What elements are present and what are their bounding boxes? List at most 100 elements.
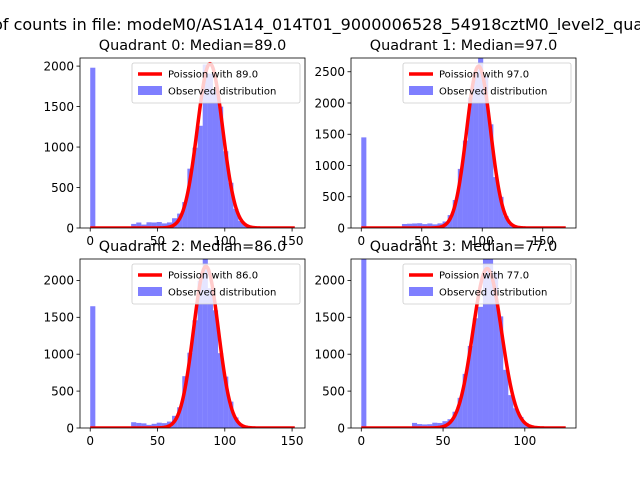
y-tick-label: 2000	[314, 274, 345, 288]
legend-hist-label: Observed distribution	[168, 87, 276, 98]
histogram-bar	[223, 151, 229, 228]
histogram-bar	[233, 208, 239, 228]
x-tick-label: 100	[213, 434, 236, 448]
y-tick-label: 0	[66, 221, 74, 235]
y-tick-label: 2000	[314, 96, 345, 110]
x-tick-label: 150	[281, 234, 304, 248]
histogram-bar	[136, 422, 142, 428]
histogram-bar	[503, 369, 509, 428]
legend-fit-label: Poission with 86.0	[168, 271, 258, 282]
histogram-bar	[151, 222, 157, 228]
y-tick-label: 1000	[43, 140, 74, 154]
y-tick-label: 2500	[314, 65, 345, 79]
histogram-bar	[192, 320, 198, 428]
histogram-bar	[192, 147, 198, 228]
histogram-bar	[457, 397, 463, 428]
histogram-bar	[513, 408, 519, 428]
x-tick-label: 50	[435, 434, 450, 448]
histogram-bar	[422, 424, 428, 428]
y-tick-label: 2000	[43, 274, 74, 288]
histogram-bar	[218, 353, 224, 428]
legend-frame	[402, 263, 572, 305]
plot-content	[360, 259, 567, 428]
histogram-bar	[493, 177, 499, 228]
y-tick-label: 1000	[43, 348, 74, 362]
x-tick-label: 0	[86, 434, 94, 448]
x-tick-label: 100	[513, 434, 536, 448]
histogram-bar	[197, 125, 203, 228]
histogram-bar	[182, 202, 188, 228]
legend-frame	[131, 62, 301, 104]
histogram-bar	[361, 137, 367, 228]
histogram-bar	[151, 423, 157, 428]
histogram-bar	[207, 73, 213, 228]
axes-frame	[350, 258, 577, 429]
histogram-bar	[177, 407, 183, 428]
axes-frame	[79, 258, 306, 429]
y-tick-label: 500	[322, 384, 345, 398]
y-tick-label: 1500	[43, 100, 74, 114]
histogram-bar	[427, 424, 433, 428]
histogram-bar	[437, 422, 443, 428]
x-tick-label: 50	[150, 234, 165, 248]
x-tick-label: 0	[86, 234, 94, 248]
histogram-bar	[483, 76, 489, 228]
histogram-bar	[498, 196, 504, 228]
legend: Poission with 77.0 Observed distribution	[402, 263, 572, 305]
x-tick-label: 150	[531, 234, 554, 248]
y-tick-label: 1500	[314, 128, 345, 142]
histogram-bar	[452, 199, 458, 228]
histogram-bar	[202, 259, 208, 428]
histogram-bar	[457, 168, 463, 228]
histogram-bar	[161, 223, 167, 228]
histogram-bar	[503, 216, 509, 228]
histogram-bar	[141, 423, 147, 428]
histogram-bar	[156, 422, 162, 428]
histogram-bar	[417, 223, 423, 228]
histogram-bar	[238, 221, 244, 228]
histogram-bar	[161, 423, 167, 428]
poisson-fit-line	[360, 266, 567, 428]
histogram-bar	[412, 223, 418, 228]
histogram-bar	[518, 416, 524, 428]
y-tick-label: 0	[66, 421, 74, 435]
histogram-bar	[478, 58, 484, 228]
y-tick-label: 0	[337, 221, 345, 235]
x-tick-label: 100	[471, 234, 494, 248]
legend-fit-label: Poission with 89.0	[168, 70, 258, 81]
y-tick-label: 1500	[43, 311, 74, 325]
histogram-bar	[452, 411, 458, 428]
axes-frame	[79, 57, 306, 229]
histogram-bar	[90, 67, 96, 228]
histogram-bar	[218, 106, 224, 228]
histogram-bar	[462, 140, 468, 228]
histogram-bar	[498, 316, 504, 428]
histogram-bar	[493, 273, 499, 428]
histogram-bar	[233, 417, 239, 428]
histogram-bar	[477, 306, 483, 428]
legend-fit-label: Poission with 97.0	[439, 70, 529, 81]
legend-hist-label: Observed distribution	[439, 87, 547, 98]
legend-hist-swatch	[409, 287, 433, 296]
x-tick-label: 150	[281, 434, 304, 448]
y-tick-label: 500	[322, 190, 345, 204]
y-tick-label: 1000	[314, 348, 345, 362]
histogram-bar	[462, 373, 468, 428]
x-tick-label: 100	[213, 234, 236, 248]
y-tick-label: 2000	[43, 59, 74, 73]
legend: Poission with 97.0 Observed distribution	[402, 62, 572, 104]
y-tick-label: 500	[51, 384, 74, 398]
legend-hist-label: Observed distribution	[439, 288, 547, 299]
subplot-title: Quadrant 3: Median=77.0	[370, 239, 558, 255]
legend-frame	[402, 62, 572, 104]
histogram-bar	[467, 97, 474, 228]
histogram-bar	[212, 310, 219, 428]
histogram-bar	[473, 72, 479, 228]
histogram-bar	[90, 306, 96, 428]
legend-fit-label: Poission with 77.0	[439, 271, 529, 282]
